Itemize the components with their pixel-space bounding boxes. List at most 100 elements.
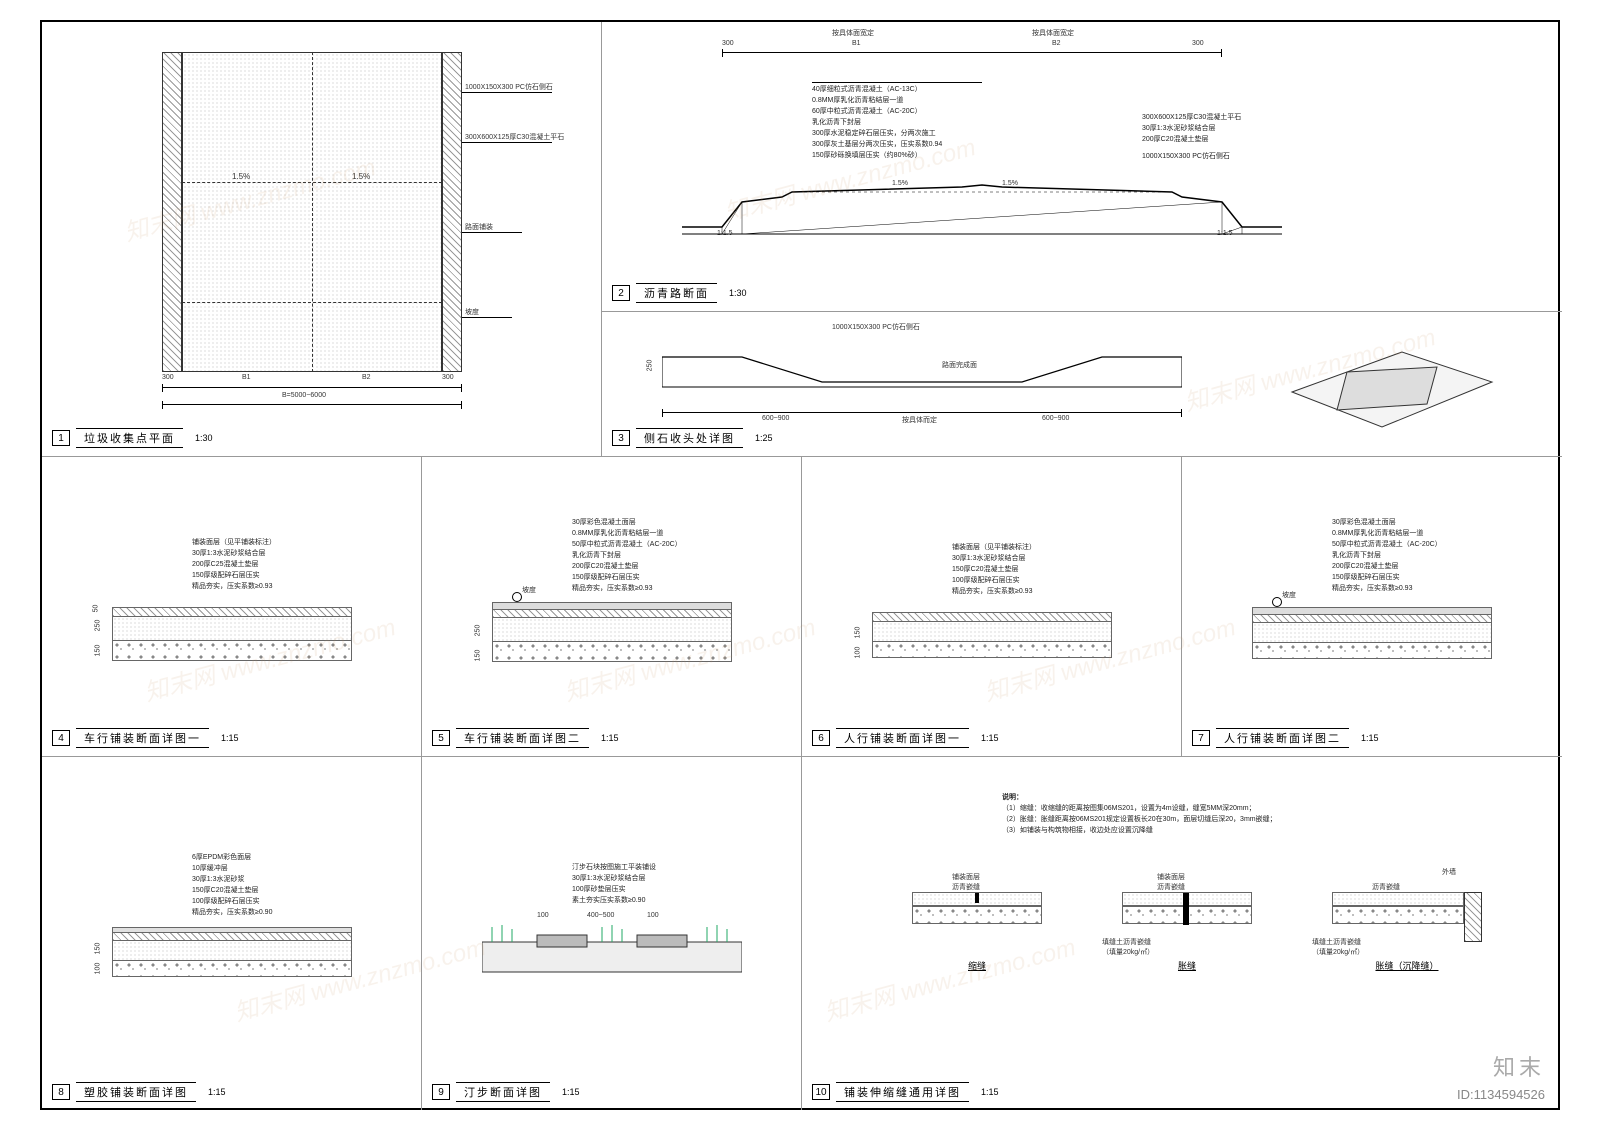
p8-n3: 150厚C20混凝土垫层 xyxy=(192,885,272,896)
plan-leader-3 xyxy=(462,232,522,233)
p5-n1: 0.8MM厚乳化沥青粘结层一道 xyxy=(572,528,682,539)
plan-dim-bot xyxy=(162,387,462,388)
p9-d2: 100 xyxy=(647,912,659,919)
plan-dim-b1: B1 xyxy=(242,374,251,381)
panel-6: 铺装面层（见平铺装标注） 30厚1:3水泥砂浆结合层 150厚C20混凝土垫层 … xyxy=(802,457,1182,757)
p3-h: 250 xyxy=(646,360,653,372)
p4-n0: 铺装面层（见平铺装标注） xyxy=(192,537,276,548)
panel-3-scale: 1:25 xyxy=(755,433,773,443)
panel-2-title: 2 沥青路断面 1:30 xyxy=(612,283,747,303)
p2-slope-r: 1.5% xyxy=(1002,180,1018,187)
panel-2: 300 B1 B2 300 按具体面宽定 按具体面宽定 1.5% 1.5% 1:… xyxy=(602,22,1562,312)
panel-8-title: 8 塑胶铺装断面详图 1:15 xyxy=(52,1082,226,1102)
p8-d1: 150 xyxy=(94,943,101,955)
p5-n3: 乳化沥青下封层 xyxy=(572,550,682,561)
p2-d2: B1 xyxy=(852,40,861,47)
p7-n4: 200厚C20混凝土垫层 xyxy=(1332,561,1442,572)
p6-notes: 铺装面层（见平铺装标注） 30厚1:3水泥砂浆结合层 150厚C20混凝土垫层 … xyxy=(952,542,1036,597)
p2-d4: 300 xyxy=(1192,40,1204,47)
p3-callout: 路面完成面 xyxy=(942,360,977,370)
p10-n0: （1）缩缝：收缩缝的距离按图集06MS201，设置为4m设缝，缝宽5MM深20m… xyxy=(1002,803,1432,814)
p6-layers xyxy=(872,612,1112,658)
p7-n1: 0.8MM厚乳化沥青粘结层一道 xyxy=(1332,528,1442,539)
p2-d1: 300 xyxy=(722,40,734,47)
p10-text: 铺装伸缩缝通用详图 xyxy=(836,1082,969,1102)
p2-ln4: 300厚水泥稳定碎石层压实，分两次施工 xyxy=(812,128,982,139)
p2-road-profile xyxy=(682,172,1282,252)
panel-3-text: 侧石收头处详图 xyxy=(636,428,743,448)
panel-10-title: 10 铺装伸缩缝通用详图 1:15 xyxy=(812,1082,999,1102)
panel-1-scale: 1:30 xyxy=(195,433,213,443)
p7-n2: 50厚中粒式沥青混凝土（AC-20C） xyxy=(1332,539,1442,550)
p10-l1: 胀缝 xyxy=(1122,959,1252,972)
p9-d0: 100 xyxy=(537,912,549,919)
p10-n2: （3）如铺装与构筑物相接，收边处应设置沉降缝 xyxy=(1002,825,1432,836)
p2-ln1: 0.8MM厚乳化沥青粘结层一道 xyxy=(812,95,982,106)
plan-leader-4 xyxy=(462,317,512,318)
p4-d1: 250 xyxy=(94,620,101,632)
plan-slope-l: 1.5% xyxy=(232,172,250,181)
p4-scale: 1:15 xyxy=(221,733,239,743)
p10-c2: 铺装面层 xyxy=(1157,872,1185,882)
panel-9: 汀步石块按图施工平装铺设 30厚1:3水泥砂浆结合层 100厚砂垫层压实 素土夯… xyxy=(422,757,802,1110)
plan-label-4: 坡度 xyxy=(465,307,479,317)
p2-d3: B2 xyxy=(1052,40,1061,47)
p8-d0: 100 xyxy=(94,963,101,975)
plan-kerb-left xyxy=(162,52,182,372)
p7-marker: 坡度 xyxy=(1282,590,1296,600)
p2-ratio-r: 1:1.5 xyxy=(1217,230,1233,237)
logo-stamp: 知末 xyxy=(1493,1050,1545,1082)
p5-n4: 200厚C20混凝土垫层 xyxy=(572,561,682,572)
p3-dimline xyxy=(662,412,1182,413)
p10-c3: 沥青嵌缝 xyxy=(1157,882,1185,892)
panel-5: 30厚彩色混凝土面层 0.8MM厚乳化沥青粘结层一道 50厚中粒式沥青混凝土（A… xyxy=(422,457,802,757)
p5-n6: 精品夯实，压实系数≥0.93 xyxy=(572,583,682,594)
p7-scale: 1:15 xyxy=(1361,733,1379,743)
p2-ln5: 300厚灰土基层分两次压实，压实系数0.94 xyxy=(812,139,982,150)
p2-toplabel-l: 按具体面宽定 xyxy=(832,28,874,38)
p8-num: 8 xyxy=(52,1084,70,1100)
panel-10: 说明： （1）缩缝：收缩缝的距离按图集06MS201，设置为4m设缝，缝宽5MM… xyxy=(802,757,1562,1110)
p7-n0: 30厚彩色混凝土面层 xyxy=(1332,517,1442,528)
p5-n0: 30厚彩色混凝土面层 xyxy=(572,517,682,528)
p8-n2: 30厚1:3水泥砂浆 xyxy=(192,874,272,885)
plan-label-3: 路面铺装 xyxy=(465,222,493,232)
plan-label-2: 300X600X125厚C30混凝土平石 xyxy=(465,132,564,142)
p6-d1: 150 xyxy=(854,627,861,639)
p4-notes: 铺装面层（见平铺装标注） 30厚1:3水泥砂浆结合层 200厚C25混凝土垫层 … xyxy=(192,537,276,592)
panel-2-text: 沥青路断面 xyxy=(636,283,717,303)
p10-l0: 缩缝 xyxy=(912,959,1042,972)
p4-layers xyxy=(112,607,352,661)
p2-ln6: 150厚砂砾换填层压实（约80%砂） xyxy=(812,150,982,161)
p5-d0: 150 xyxy=(474,650,481,662)
p5-text: 车行铺装断面详图二 xyxy=(456,728,589,748)
plan-leader-2 xyxy=(462,142,552,143)
plan-dim-b2: B2 xyxy=(362,374,371,381)
p4-n2: 200厚C25混凝土垫层 xyxy=(192,559,276,570)
drawing-sheet: 1.5% 1.5% 1000X150X300 PC仿石侧石 300X600X12… xyxy=(40,20,1560,1110)
p10-num: 10 xyxy=(812,1084,830,1100)
p5-d1: 250 xyxy=(474,625,481,637)
panel-2-scale: 1:30 xyxy=(729,288,747,298)
panel-4-title: 4 车行铺装断面详图一 1:15 xyxy=(52,728,239,748)
p2-right-notes: 300X600X125厚C30混凝土平石 30厚1:3水泥砂浆结合层 200厚C… xyxy=(1142,112,1241,162)
p8-notes: 6厚EPDM彩色面层 10厚缓冲层 30厚1:3水泥砂浆 150厚C20混凝土垫… xyxy=(192,852,272,918)
p3-d3: 600~900 xyxy=(1042,415,1069,422)
p4-text: 车行铺装断面详图一 xyxy=(76,728,209,748)
p5-scale: 1:15 xyxy=(601,733,619,743)
p10-joint-expand: 胀缝 xyxy=(1122,892,1252,972)
p6-n3: 100厚级配碎石层压实 xyxy=(952,575,1036,586)
p10-c1: 沥青嵌缝 xyxy=(952,882,980,892)
p6-d0: 100 xyxy=(854,647,861,659)
panel-1-title: 1 垃圾收集点平面 1:30 xyxy=(52,428,213,448)
panel-2-num: 2 xyxy=(612,285,630,301)
p9-n2: 100厚砂垫层压实 xyxy=(572,884,656,895)
p9-text: 汀步断面详图 xyxy=(456,1082,550,1102)
p10-n1: （2）胀缝：胀缝距离按06MS201规定设置板长20在30m，面层切缝后深20，… xyxy=(1002,814,1432,825)
plan-label-1: 1000X150X300 PC仿石侧石 xyxy=(465,82,553,92)
p10-note-block: 说明： （1）缩缝：收缩缝的距离按图集06MS201，设置为4m设缝，缝宽5MM… xyxy=(1002,792,1432,836)
plan-kerb-right xyxy=(442,52,462,372)
p7-marker-icon xyxy=(1272,597,1282,607)
p2-toplabel-r: 按具体面宽定 xyxy=(1032,28,1074,38)
p8-text: 塑胶铺装断面详图 xyxy=(76,1082,196,1102)
